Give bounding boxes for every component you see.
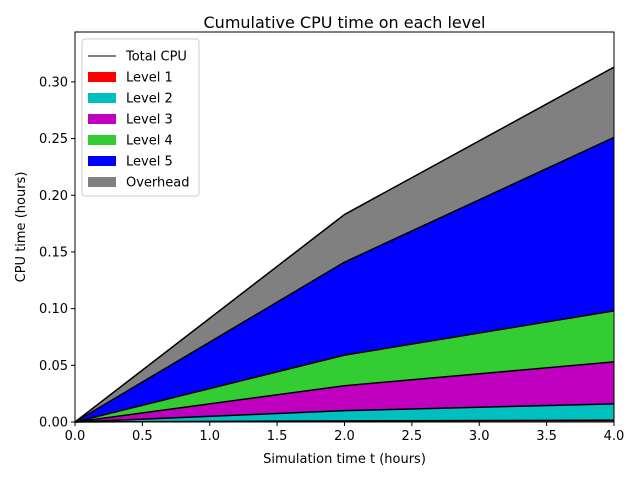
legend: Total CPU Level 1 Level 2 Level 3 Level 4 Lev… xyxy=(81,38,200,197)
y-tick-label: 0.05 xyxy=(39,359,68,374)
y-tick-label: 0.25 xyxy=(39,132,68,147)
legend-label-level-2: Level 2 xyxy=(126,92,173,107)
x-tick-label: 2.5 xyxy=(402,429,423,444)
legend-label-level-4: Level 4 xyxy=(126,134,173,149)
x-tick-label: 3.0 xyxy=(469,429,490,444)
x-tick-label: 1.0 xyxy=(199,429,220,444)
total-cpu-line xyxy=(74,66,615,423)
x-tick-label: 3.5 xyxy=(536,429,557,444)
x-tick-label: 2.0 xyxy=(334,429,355,444)
plot-areas xyxy=(74,66,615,423)
y-axis-title: CPU time (hours) xyxy=(14,172,29,283)
y-axis-ticks: 0.00 0.05 0.10 0.15 0.20 0.25 0.30 xyxy=(39,75,75,431)
x-tick-label: 0.0 xyxy=(65,429,86,444)
legend-swatch-level-5 xyxy=(88,156,116,166)
boundary-line-level-3 xyxy=(74,361,615,423)
x-tick-label: 0.5 xyxy=(132,429,153,444)
boundary-line-level-4 xyxy=(74,310,615,423)
boundary-line-level-2 xyxy=(74,403,615,423)
legend-swatch-level-2 xyxy=(88,93,116,103)
x-tick-label: 1.5 xyxy=(267,429,288,444)
x-axis-ticks: 0.0 0.5 1.0 1.5 2.0 2.5 3.0 3.5 4.0 xyxy=(65,422,625,444)
legend-swatch-level-3 xyxy=(88,114,116,124)
legend-label-level-5: Level 5 xyxy=(126,155,173,170)
y-tick-label: 0.15 xyxy=(39,245,68,260)
boundary-line-level-5 xyxy=(74,136,615,423)
legend-label-level-3: Level 3 xyxy=(126,113,173,128)
legend-swatch-level-4 xyxy=(88,135,116,145)
legend-label-total-cpu: Total CPU xyxy=(125,50,187,65)
x-axis-title: Simulation time t (hours) xyxy=(263,452,426,467)
y-tick-label: 0.10 xyxy=(39,302,68,317)
x-tick-label: 4.0 xyxy=(604,429,625,444)
y-tick-label: 0.30 xyxy=(39,75,68,90)
legend-label-level-1: Level 1 xyxy=(126,71,173,86)
chart-title: Cumulative CPU time on each level xyxy=(204,13,486,32)
y-tick-label: 0.20 xyxy=(39,189,68,204)
legend-label-overhead: Overhead xyxy=(126,176,190,191)
y-tick-label: 0.00 xyxy=(39,416,68,431)
legend-swatch-level-1 xyxy=(88,72,116,82)
legend-swatch-overhead xyxy=(88,177,116,187)
